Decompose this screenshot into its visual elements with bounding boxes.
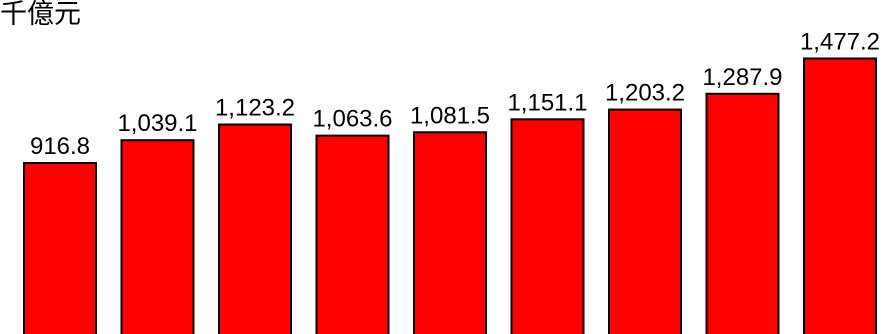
bar-2: [120, 139, 195, 334]
bar-value-label-6: 1,151.1: [507, 89, 587, 116]
bar-6: [510, 118, 585, 334]
bar-1: [23, 162, 97, 334]
bar-value-label-1: 916.8: [30, 133, 90, 160]
bar-4: [315, 134, 390, 334]
bar-value-label-5: 1,081.5: [410, 102, 490, 129]
bar-9: [803, 57, 877, 334]
bar-value-label-7: 1,203.2: [605, 80, 685, 107]
bar-7: [608, 108, 682, 334]
bar-3: [218, 123, 292, 334]
bar-5: [413, 131, 487, 334]
bar-value-label-3: 1,123.2: [215, 95, 295, 122]
bar-value-label-4: 1,063.6: [312, 106, 392, 133]
bar-8: [705, 92, 780, 334]
bar-value-label-8: 1,287.9: [702, 64, 782, 91]
bar-value-label-9: 1,477.2: [800, 28, 880, 55]
y-axis-unit-label: 千億元: [0, 0, 81, 30]
bar-value-label-2: 1,039.1: [117, 110, 197, 137]
value-labels-group: 916.8 1,039.1 1,123.2 1,063.6 1,081.5 1,151.1…: [30, 28, 880, 160]
bars-group: [23, 57, 877, 334]
